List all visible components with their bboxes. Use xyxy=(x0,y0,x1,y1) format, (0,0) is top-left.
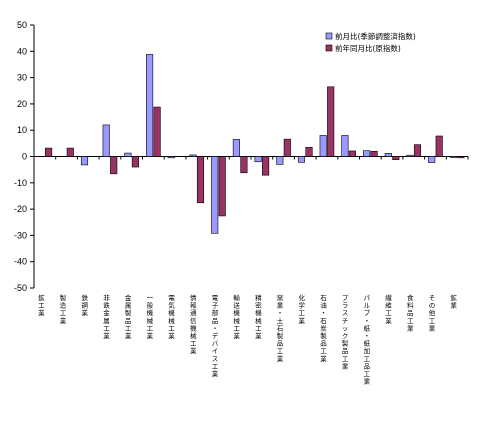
category-label: 非鉄金属工業 xyxy=(103,293,110,340)
bars xyxy=(37,54,465,234)
bar-series-2-13 xyxy=(305,146,313,157)
y-tick-label: 50 xyxy=(17,20,27,30)
bar-series-1-6 xyxy=(146,54,154,157)
category-label: 鉄鋼業 xyxy=(82,293,89,317)
y-axis: 50 40 30 20 10 0 -10 -20 -30 -40 -50 xyxy=(14,20,35,293)
bar-series-1-19 xyxy=(428,156,436,163)
category-label: 電気機械工業 xyxy=(168,294,175,340)
x-axis xyxy=(33,156,469,160)
category-label: 鉱工業 xyxy=(38,293,45,317)
bar-series-2-17 xyxy=(392,156,400,160)
category-label: プラスチック製品工業 xyxy=(342,294,349,370)
bar-series-1-5 xyxy=(124,152,132,157)
bar-series-2-8 xyxy=(196,156,205,204)
bar-series-1-11 xyxy=(254,156,262,163)
legend-label-1: 前月比(季節調整済指数) xyxy=(335,31,416,41)
category-label: 窯業・土石製品工業 xyxy=(277,293,284,363)
bar-series-1-10 xyxy=(232,139,240,157)
category-label: 化学工業 xyxy=(299,293,306,325)
bar-series-1-7 xyxy=(167,156,175,159)
category-labels: 鉱工業 製造工業 鉄鋼業 非鉄金属工業 金属製品工業 一般機械工業 電気機械工業 情報通信機械… xyxy=(38,293,457,386)
bar-series-1-12 xyxy=(276,156,284,165)
bar-series-2-18 xyxy=(413,144,422,157)
category-label: 電子部品・デバイス工業 xyxy=(212,294,219,378)
bar-series-2-6 xyxy=(153,106,161,157)
bar-series-1-9 xyxy=(211,156,219,234)
category-label: 輸送機械工業 xyxy=(233,293,240,340)
category-label: その他工業 xyxy=(429,294,436,332)
legend: 前月比(季節調整済指数) 前年同月比(原指数) xyxy=(325,31,416,53)
bar-series-2-1 xyxy=(45,147,53,157)
legend-swatch-1 xyxy=(325,32,333,40)
y-tick-label: 40 xyxy=(17,46,27,56)
y-tick-label: -20 xyxy=(14,204,27,214)
y-tick-label: -10 xyxy=(14,178,27,188)
category-label: 情報通信機械工業 xyxy=(190,293,197,355)
category-label: 石油・石炭製品工業 xyxy=(320,294,327,363)
category-label: 鉱業 xyxy=(450,293,457,310)
bar-series-2-10 xyxy=(240,156,248,174)
y-tick-label: 0 xyxy=(22,152,27,162)
category-label: 一般機械工業 xyxy=(147,294,154,340)
y-tick-label: -40 xyxy=(14,257,27,267)
bar-series-1-16 xyxy=(363,150,371,157)
bar-series-2-9 xyxy=(218,156,226,217)
category-label: 製造工業 xyxy=(60,293,67,325)
bar-series-1-15 xyxy=(341,135,349,157)
bar-series-2-12 xyxy=(283,138,291,157)
bar-series-1-18 xyxy=(406,154,414,157)
category-label: パルプ・紙・紙加工品工業 xyxy=(364,294,371,386)
bar-series-1-20 xyxy=(449,156,457,158)
bar-series-1-3 xyxy=(80,156,89,166)
bar-series-2-11 xyxy=(262,156,270,176)
bar-series-1-13 xyxy=(297,156,306,163)
category-label: 繊維工業 xyxy=(385,293,392,325)
y-tick-label: 30 xyxy=(17,73,27,83)
bar-series-2-14 xyxy=(327,86,335,157)
bar-series-2-2 xyxy=(66,147,74,157)
bar-series-1-17 xyxy=(384,153,392,157)
bar-series-1-14 xyxy=(319,135,327,157)
legend-swatch-2 xyxy=(325,44,333,52)
category-label: 食料品工業 xyxy=(407,293,414,332)
bar-series-2-5 xyxy=(131,156,139,168)
bar-series-2-4 xyxy=(110,156,118,175)
bar-series-2-20 xyxy=(457,156,465,159)
category-label: 金属製品工業 xyxy=(125,293,132,340)
y-tick-label: 10 xyxy=(17,125,27,135)
bar-series-2-15 xyxy=(348,150,356,157)
bar-series-2-19 xyxy=(435,135,443,157)
legend-label-2: 前年同月比(原指数) xyxy=(335,43,401,53)
bar-series-1-4 xyxy=(102,124,110,157)
category-label: 精密機械工業 xyxy=(255,293,262,340)
y-tick-label: 20 xyxy=(17,99,27,109)
y-tick-label: -30 xyxy=(14,230,27,240)
bar-series-2-16 xyxy=(370,150,378,157)
y-tick-label: -50 xyxy=(14,283,27,293)
bar-series-1-8 xyxy=(189,154,197,157)
